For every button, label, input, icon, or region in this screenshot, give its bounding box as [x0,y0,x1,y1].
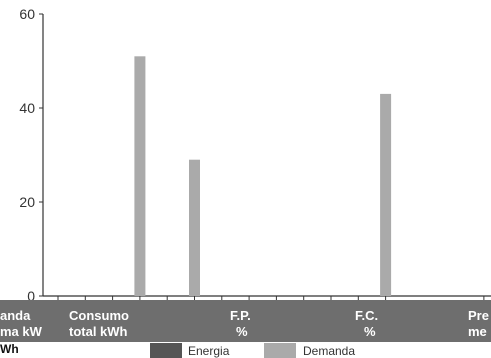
band-label-pre-1: Pre [468,308,489,323]
legend-swatch-energia [150,343,182,358]
y-tick-label-3: 60 [19,6,35,22]
y-tick-label-2: 40 [19,100,35,116]
bars [134,56,392,297]
table-band: anda ma kW Consumo total kWh F.P. % F.C.… [0,300,491,356]
band-label-consumo-2: total kWh [69,324,128,339]
band-label-demanda-2: ma kW [0,324,43,339]
legend-swatch-demanda [264,343,296,358]
band-label-fc-1: F.C. [355,308,378,323]
band-label-consumo-1: Consumo [69,308,129,323]
band-label-pre-2: me [468,324,487,339]
y-tick-label-1: 20 [19,194,35,210]
band-below-label: Wh [0,342,19,356]
bar-demanda-12 [380,93,392,297]
band-label-demanda-1: anda [0,308,31,323]
band-label-fp-1: F.P. [230,308,251,323]
band-label-fc-2: % [364,324,376,339]
band-label-fp-2: % [236,324,248,339]
legend: Energia Demanda [150,343,355,358]
legend-label-demanda: Demanda [303,344,355,358]
legend-label-energia: Energia [188,344,230,358]
bar-demanda-5 [189,159,200,296]
y-tick-label-0: 0 [27,288,35,304]
band-background [0,300,491,342]
y-ticks: 0 20 40 60 [19,6,43,304]
bar-demanda-3 [134,56,146,296]
